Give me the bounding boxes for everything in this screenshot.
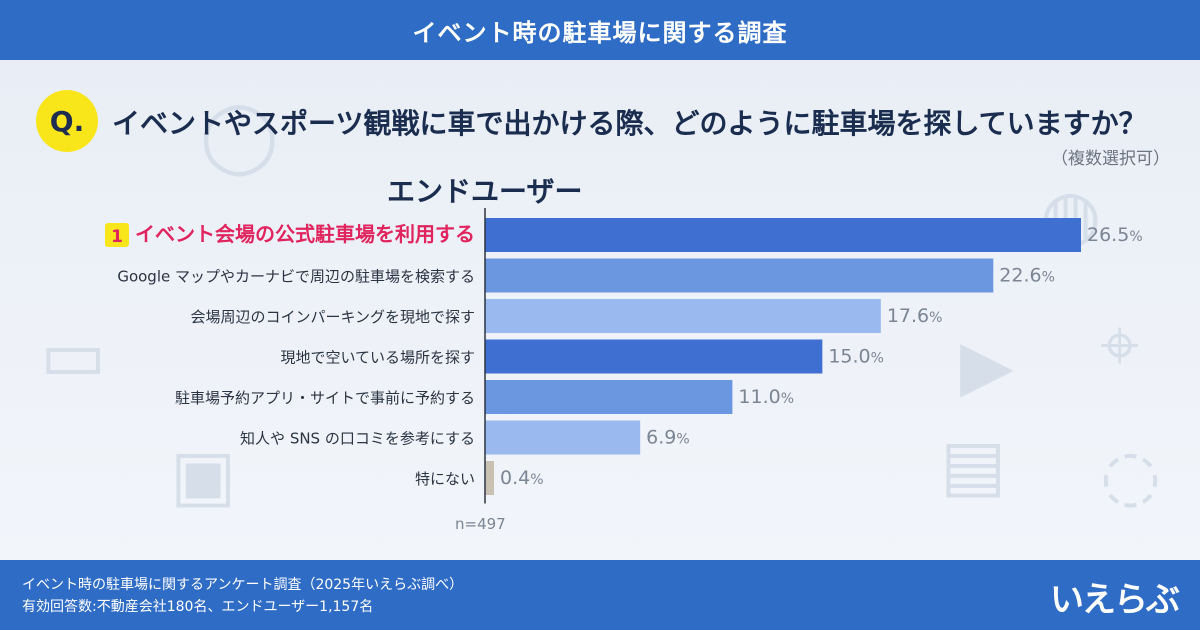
question-text: イベントやスポーツ観戦に車で出かける際、どのように駐車場を探していますか？ xyxy=(112,107,1147,140)
clipboard-icon: ▣ xyxy=(170,434,237,516)
data-label-value: 11.0 xyxy=(738,386,780,408)
category-label: 会場周辺のコインパーキングを現地で探す xyxy=(190,308,475,326)
map-icon: ⌖ xyxy=(1100,304,1140,386)
data-label-unit: % xyxy=(871,351,884,367)
survey-source-note: イベント時の駐車場に関するアンケート調査（2025年いえらぶ調べ） xyxy=(22,577,464,593)
data-label: 15.0% xyxy=(828,346,884,368)
data-label: 11.0% xyxy=(738,386,794,408)
category-label: 特にない xyxy=(415,470,475,488)
chart-panel: ▭ ◯ ◍ ▶ ⌖ ▤ ◌ ▣ Q. イベントやスポーツ観戦に車で出かける際、ど… xyxy=(0,60,1200,560)
data-label-value: 6.9 xyxy=(646,427,676,449)
bar xyxy=(485,339,823,374)
data-label: 17.6% xyxy=(887,305,943,327)
data-label-unit: % xyxy=(530,472,543,488)
data-label-unit: % xyxy=(929,310,942,326)
bar xyxy=(485,420,641,455)
data-label-value: 26.5 xyxy=(1087,224,1129,246)
bar xyxy=(485,218,1081,252)
data-label-value: 0.4 xyxy=(500,467,530,489)
data-label-unit: % xyxy=(676,432,689,448)
data-label-value: 22.6 xyxy=(999,265,1041,287)
sample-size-label: n=497 xyxy=(455,515,506,533)
video-icon: ▶ xyxy=(960,324,1014,406)
header-bar: イベント時の駐車場に関する調査 xyxy=(0,0,1200,60)
data-label: 6.9% xyxy=(646,427,690,449)
category-label: イベント会場の公式駐車場を利用する xyxy=(135,222,475,246)
data-label-unit: % xyxy=(1042,270,1055,286)
footer-bar: イベント時の駐車場に関するアンケート調査（2025年いえらぶ調べ） 有効回答数:… xyxy=(0,560,1200,630)
rank-badge xyxy=(105,223,129,247)
bar xyxy=(485,258,994,293)
bar-chart: イベント会場の公式駐車場を利用する 1 26.5% Google マップやカーナビで周… xyxy=(105,208,1143,504)
data-label-value: 15.0 xyxy=(828,346,870,368)
data-label: 22.6% xyxy=(999,265,1055,287)
category-label: 駐車場予約アプリ・サイトで事前に予約する xyxy=(175,389,475,407)
presentation-icon: ▭ xyxy=(40,314,107,396)
segment-label: エンドユーザー xyxy=(387,175,583,208)
data-label-unit: % xyxy=(1129,229,1142,245)
data-label-value: 17.6 xyxy=(887,305,929,327)
category-label: 知人や SNS の口コミを参考にする xyxy=(240,430,475,448)
data-label: 0.4% xyxy=(500,467,544,489)
multiple-choice-note: （複数選択可） xyxy=(1051,149,1170,169)
category-label: Google マップやカーナビで周辺の駐車場を検索する xyxy=(117,268,475,286)
brand-logo: いえらぶ xyxy=(1050,580,1180,620)
header-title: イベント時の駐車場に関する調査 xyxy=(412,18,788,47)
bar xyxy=(485,380,733,414)
category-label: 現地で空いている場所を探す xyxy=(280,349,475,367)
bar xyxy=(485,461,494,495)
data-label: 26.5% xyxy=(1087,224,1143,246)
data-label-unit: % xyxy=(781,391,794,407)
chat-icon: ◯ xyxy=(200,94,279,176)
book-icon: ▤ xyxy=(940,424,1007,506)
bar xyxy=(485,299,881,333)
lightbulb-icon: ◌ xyxy=(1100,434,1162,516)
rank-badge-number: 1 xyxy=(111,227,123,247)
question-badge: Q. xyxy=(36,90,98,152)
respondent-count-note: 有効回答数:不動産会社180名、エンドユーザー1,157名 xyxy=(22,599,374,615)
